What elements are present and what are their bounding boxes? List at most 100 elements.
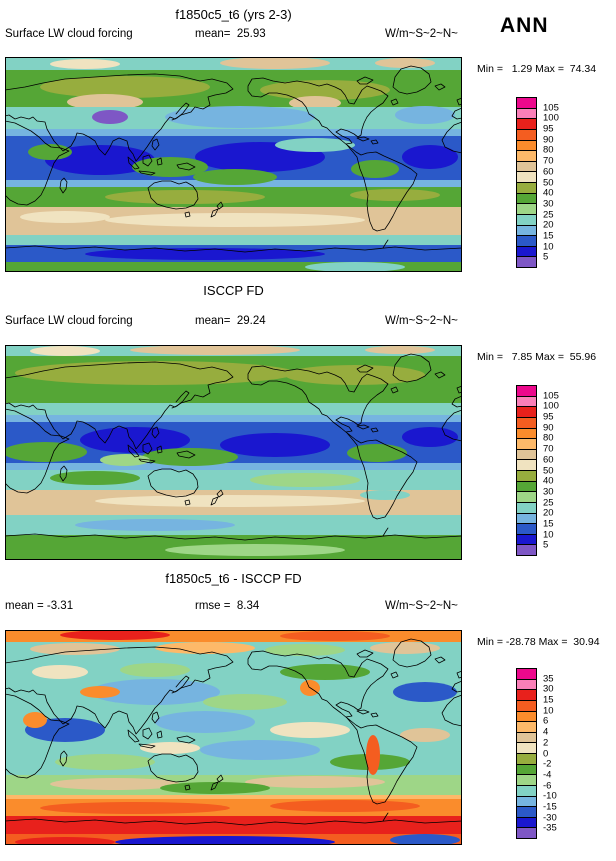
colorbar-model: 105 100 95 90 80 70 60 50 40 30 25 20 15 10 5 — [516, 97, 559, 268]
panel1-title: f1850c5_t6 (yrs 2-3) — [175, 7, 292, 22]
colorbar-label: 15 — [543, 230, 554, 242]
colorbar-cells — [516, 668, 537, 839]
panel3-units-label: W/m~S~2~N~ — [385, 600, 458, 612]
colorbar-cell — [517, 193, 536, 205]
colorbar-cell — [517, 236, 536, 247]
colorbar-cell — [517, 502, 536, 514]
colorbar-cell — [517, 108, 536, 120]
map-border — [5, 57, 462, 272]
panel2-units-label: W/m~S~2~N~ — [385, 315, 458, 327]
panel1-minmax-label: Min = 1.29 Max = 74.34 — [477, 63, 597, 75]
colorbar-label: -2 — [543, 758, 552, 770]
colorbar-label: 20 — [543, 219, 554, 231]
colorbar-label: 80 — [543, 432, 554, 444]
panel1-units-label: W/m~S~2~N~ — [385, 28, 458, 40]
colorbar-cell — [517, 492, 536, 503]
colorbar-cell — [517, 225, 536, 237]
panel3-mean-label: mean = -3.31 — [5, 600, 74, 612]
colorbar-cell — [517, 679, 536, 691]
colorbar-label: 4 — [543, 726, 549, 738]
colorbar-label: 2 — [543, 737, 549, 749]
colorbar-label: -6 — [543, 780, 552, 792]
colorbar-label: -30 — [543, 812, 557, 824]
colorbar-label: -10 — [543, 790, 557, 802]
colorbar-cell — [517, 386, 536, 397]
colorbar-diff: 35 30 15 10 6 4 2 0 -2 -4 -6 -10 -15 -30 -35 — [516, 668, 557, 839]
colorbar-label: 90 — [543, 422, 554, 434]
colorbar-label: 5 — [543, 251, 549, 263]
colorbar-label: 25 — [543, 209, 554, 221]
colorbar-label: 95 — [543, 123, 554, 135]
colorbar-label: 0 — [543, 748, 549, 759]
colorbar-cell — [517, 140, 536, 152]
colorbar-cells — [516, 97, 537, 268]
colorbar-cell — [517, 396, 536, 408]
colorbar-label: 20 — [543, 507, 554, 519]
colorbar-label: 100 — [543, 400, 559, 412]
colorbar-cell — [517, 183, 536, 194]
colorbar-label: 70 — [543, 443, 554, 455]
colorbar-label: 105 — [543, 390, 559, 402]
colorbar-cell — [517, 534, 536, 546]
colorbar-cell — [517, 817, 536, 829]
colorbar-label: 10 — [543, 529, 554, 541]
colorbar-label: 6 — [543, 715, 549, 727]
panel2-mean-label: mean= 29.24 — [195, 315, 266, 327]
map-diff — [5, 630, 462, 845]
season-label: ANN — [500, 14, 549, 37]
colorbar-cell — [517, 524, 536, 535]
colorbar-label: 60 — [543, 166, 554, 178]
colorbar-cell — [517, 732, 536, 744]
colorbar-label: 100 — [543, 112, 559, 124]
map-obs — [5, 345, 462, 560]
colorbar-cell — [517, 257, 536, 267]
map-model-field — [5, 57, 462, 272]
colorbar-cell — [517, 743, 536, 754]
colorbar-cell — [517, 471, 536, 482]
colorbar-cell — [517, 428, 536, 440]
colorbar-cell — [517, 417, 536, 429]
colorbar-label: 60 — [543, 454, 554, 466]
colorbar-label: 40 — [543, 475, 554, 487]
map-obs-field — [5, 345, 462, 560]
map-diff-field — [5, 630, 462, 845]
colorbar-label: 80 — [543, 144, 554, 156]
colorbar-cell — [517, 828, 536, 838]
colorbar-label: 30 — [543, 198, 554, 210]
colorbar-cell — [517, 775, 536, 786]
colorbar-label: 30 — [543, 486, 554, 498]
colorbar-cell — [517, 669, 536, 680]
colorbar-cell — [517, 700, 536, 712]
colorbar-cell — [517, 807, 536, 818]
colorbar-label: 90 — [543, 134, 554, 146]
colorbar-cell — [517, 545, 536, 555]
colorbar-label: 50 — [543, 177, 554, 188]
map-model — [5, 57, 462, 272]
colorbar-label: 95 — [543, 411, 554, 423]
colorbar-cell — [517, 722, 536, 733]
panel3-title: f1850c5_t6 - ISCCP FD — [165, 571, 302, 586]
panel2-minmax-label: Min = 7.85 Max = 55.96 — [477, 351, 597, 363]
colorbar-cell — [517, 711, 536, 723]
colorbar-label: 40 — [543, 187, 554, 199]
colorbar-label: 15 — [543, 518, 554, 530]
panel2-variable-label: Surface LW cloud forcing — [5, 315, 133, 327]
colorbar-cells — [516, 385, 537, 556]
colorbar-cell — [517, 449, 536, 461]
colorbar-label: 15 — [543, 694, 554, 706]
panel1-variable-label: Surface LW cloud forcing — [5, 28, 133, 40]
colorbar-obs: 105 100 95 90 80 70 60 50 40 30 25 20 15 10 5 — [516, 385, 559, 556]
colorbar-cell — [517, 204, 536, 215]
colorbar-cell — [517, 764, 536, 776]
colorbar-label: -15 — [543, 801, 557, 813]
colorbar-cell — [517, 513, 536, 525]
panel2-title: ISCCP FD — [203, 283, 264, 298]
colorbar-label: 25 — [543, 497, 554, 509]
panel3-minmax-label: Min = -28.78 Max = 30.94 — [477, 636, 600, 648]
colorbar-cell — [517, 754, 536, 765]
colorbar-cell — [517, 129, 536, 141]
colorbar-cell — [517, 161, 536, 173]
colorbar-label: 5 — [543, 539, 549, 551]
colorbar-label: 10 — [543, 241, 554, 253]
